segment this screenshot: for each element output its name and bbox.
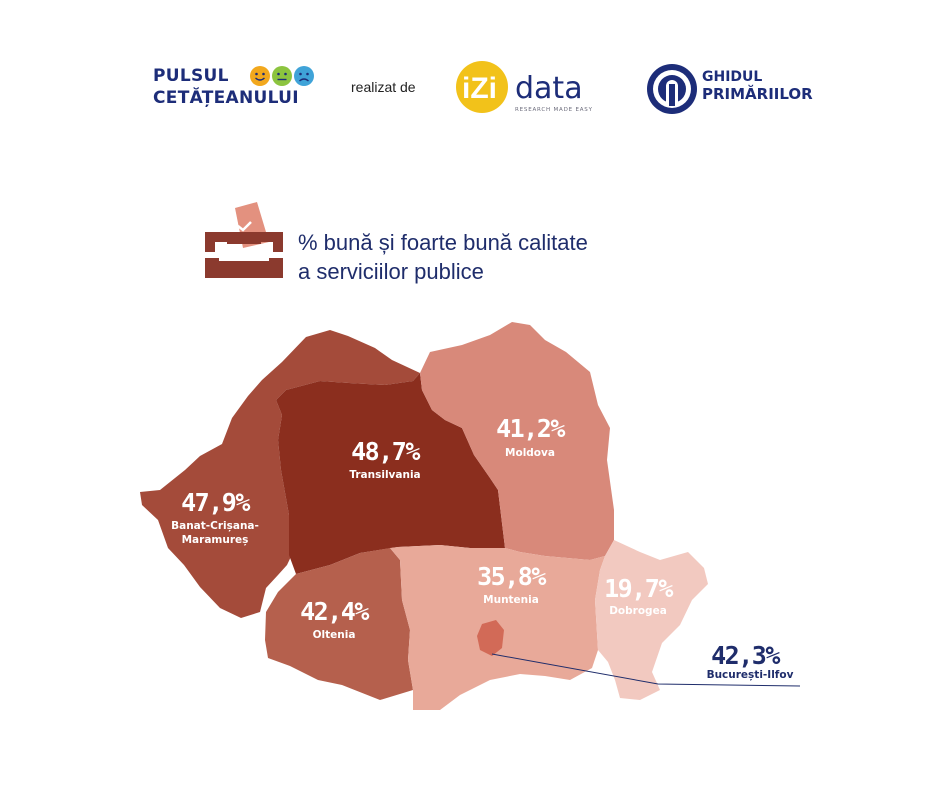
data-logo-text: data — [515, 71, 583, 106]
oltenia-label: Oltenia — [312, 629, 356, 641]
izi-tagline: RESEARCH MADE EASY — [515, 107, 593, 113]
happy-face-icon — [250, 66, 270, 86]
brand-line1: PULSUL — [153, 66, 229, 86]
region-banat-crisana-maramures[interactable] — [140, 330, 420, 618]
banat-label: Banat-Crișana- Maramureș — [171, 520, 259, 546]
ghidul-logo-text: GHIDUL PRIMĂRIILOR — [702, 69, 813, 103]
brand-line2: CETĂȚEANULUI — [153, 88, 299, 108]
ghidul-primariilor-icon — [647, 64, 697, 114]
chart-title: % bună și foarte bună calitate a servici… — [298, 228, 588, 286]
region-moldova[interactable] — [420, 322, 614, 560]
banat-value: 47,9% — [181, 488, 250, 517]
dobrogea-value: 19,7% — [604, 574, 673, 603]
izi-logo-text: iZi — [462, 72, 497, 105]
faces-icon — [250, 66, 314, 86]
ghidul-line2: PRIMĂRIILOR — [702, 85, 813, 103]
muntenia-value: 35,8% — [477, 562, 546, 591]
bucuresti-value: 42,3% — [711, 641, 780, 670]
region-dobrogea[interactable] — [595, 540, 708, 700]
bucuresti-leader-line — [491, 653, 801, 687]
bucuresti-label: București-Ilfov — [706, 669, 794, 681]
transilvania-label: Transilvania — [349, 469, 421, 481]
neutral-face-icon — [272, 66, 292, 86]
dobrogea-label: Dobrogea — [609, 605, 667, 617]
ballot-box-icon — [205, 202, 283, 278]
moldova-value: 41,2% — [496, 414, 565, 443]
izidata-logo: iZi data RESEARCH MADE EASY — [456, 61, 593, 113]
region-transilvania[interactable] — [276, 373, 505, 574]
title-line1: % bună și foarte bună calitate — [298, 230, 588, 255]
moldova-label: Moldova — [505, 447, 555, 459]
oltenia-value: 42,4% — [300, 597, 369, 626]
realizat-de-label: realizat de — [351, 79, 416, 95]
sad-face-icon — [294, 66, 314, 86]
title-line2: a serviciilor publice — [298, 259, 484, 284]
region-oltenia[interactable] — [265, 548, 413, 700]
pulsul-logo-text: PULSUL CETĂȚEANULUI — [153, 65, 299, 109]
region-bucuresti-ilfov[interactable] — [477, 620, 504, 656]
ghidul-line1: GHIDUL — [702, 69, 763, 85]
transilvania-value: 48,7% — [351, 437, 420, 466]
muntenia-label: Muntenia — [483, 594, 539, 606]
